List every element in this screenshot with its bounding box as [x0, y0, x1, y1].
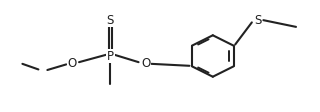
Text: S: S — [107, 14, 114, 27]
Text: O: O — [141, 57, 150, 70]
Text: S: S — [254, 14, 261, 27]
Text: P: P — [107, 50, 114, 62]
Text: O: O — [68, 57, 76, 70]
